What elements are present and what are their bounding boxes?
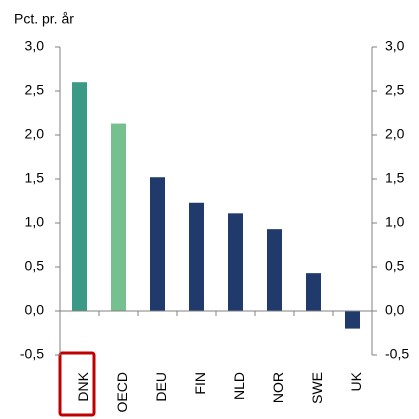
bar [267, 229, 282, 311]
x-tick-label: NLD [231, 372, 247, 400]
x-tick-label: OECD [114, 372, 130, 412]
y2-tick-label: 0,5 [385, 258, 405, 274]
y2-tick-label: -0,5 [385, 346, 409, 362]
y-tick-label: 1,5 [25, 170, 45, 186]
x-tick-label: DNK [75, 371, 91, 401]
y2-tick-label: 1,5 [385, 170, 405, 186]
y2-tick-label: 2,0 [385, 126, 405, 142]
highlight-box [58, 351, 96, 417]
x-tick-label: UK [348, 371, 364, 391]
bar [228, 213, 243, 311]
y2-tick-label: 2,5 [385, 82, 405, 98]
bar [306, 273, 321, 311]
x-tick-label: DEU [153, 372, 169, 402]
x-tick-label: NOR [270, 372, 286, 403]
bar [189, 202, 204, 311]
y-tick-label: 0,0 [25, 302, 45, 318]
bar [72, 82, 87, 311]
y2-tick-label: 3,0 [385, 38, 405, 54]
bar [111, 123, 126, 311]
bar [345, 311, 360, 329]
y2-tick-label: 0,0 [385, 302, 405, 318]
y-tick-label: 3,0 [25, 38, 45, 54]
x-tick-label: FIN [192, 372, 208, 395]
x-tick-label: SWE [309, 372, 325, 404]
y-tick-label: 2,5 [25, 82, 45, 98]
y-tick-label: -0,5 [20, 346, 44, 362]
y-tick-label: 1,0 [25, 214, 45, 230]
y-tick-label: 2,0 [25, 126, 45, 142]
y2-tick-label: 1,0 [385, 214, 405, 230]
y-tick-label: 0,5 [25, 258, 45, 274]
chart-title: Pct. pr. år [14, 11, 74, 27]
bar [150, 177, 165, 311]
